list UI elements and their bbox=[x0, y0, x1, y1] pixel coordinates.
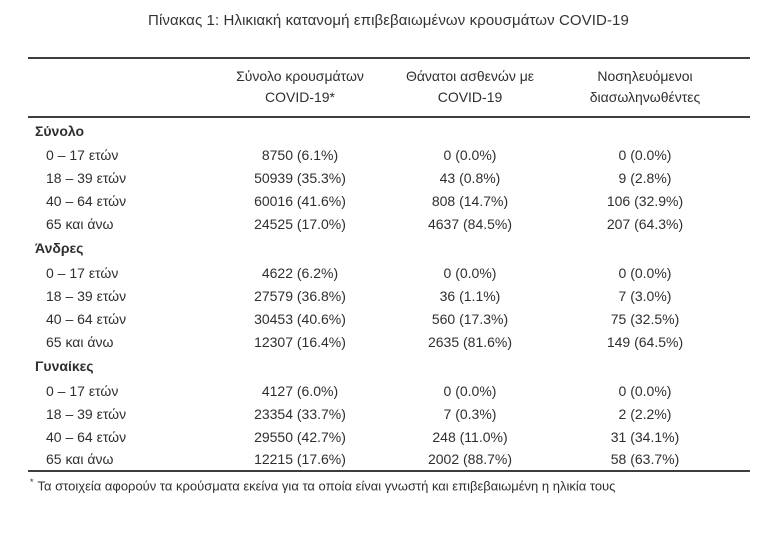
table-row: 65 και άνω 12215 (17.6%) 2002 (88.7%) 58 (6… bbox=[28, 448, 750, 471]
data-table: Σύνολο κρουσμάτων COVID-19* Θάνατοι ασθε… bbox=[28, 57, 750, 472]
covid-age-table: Σύνολο κρουσμάτων COVID-19* Θάνατοι ασθε… bbox=[28, 57, 750, 493]
intubated-cell: 0 (0.0%) bbox=[618, 146, 672, 163]
table-row: 40 – 64 ετών 30453 (40.6%) 560 (17.3%) 75 (… bbox=[28, 307, 750, 330]
intubated-cell: 149 (64.5%) bbox=[606, 333, 684, 350]
cases-cell: 29550 (42.7%) bbox=[254, 428, 346, 445]
intubated-cell: 0 (0.0%) bbox=[618, 264, 672, 281]
table-row: 18 – 39 ετών 27579 (36.8%) 36 (1.1%) 7 (3.0… bbox=[28, 284, 750, 307]
age-cell: 0 – 17 ετών bbox=[46, 264, 119, 281]
cases-cell: 23354 (33.7%) bbox=[254, 405, 346, 422]
section-label: Σύνολο bbox=[35, 122, 85, 139]
deaths-cell: 2635 (81.6%) bbox=[427, 333, 513, 350]
intubated-cell: 9 (2.8%) bbox=[618, 169, 672, 186]
intubated-cell: 7 (3.0%) bbox=[618, 287, 672, 304]
deaths-cell: 2002 (88.7%) bbox=[427, 451, 513, 467]
age-cell: 40 – 64 ετών bbox=[46, 192, 127, 209]
section-header-row: Σύνολο bbox=[28, 117, 750, 143]
deaths-cell: 7 (0.3%) bbox=[443, 405, 497, 422]
cases-cell: 60016 (41.6%) bbox=[254, 192, 346, 209]
table-body: Σύνολο 0 – 17 ετών 8750 (6.1%) 0 (0.0%) 0 (0… bbox=[28, 117, 750, 471]
table-title: Πίνακας 1: Ηλικιακή κατανομή επιβεβαιωμέ… bbox=[148, 12, 629, 29]
footnote-marker: * bbox=[30, 477, 34, 487]
intubated-cell: 207 (64.3%) bbox=[606, 215, 684, 232]
cases-cell: 50939 (35.3%) bbox=[254, 169, 346, 186]
table-row: 0 – 17 ετών 4622 (6.2%) 0 (0.0%) 0 (0.0%) bbox=[28, 261, 750, 284]
section-label: Άνδρες bbox=[35, 240, 84, 256]
intubated-cell: 75 (32.5%) bbox=[610, 310, 680, 327]
age-cell: 65 και άνω bbox=[46, 215, 114, 232]
col-header-intubated-line2: διασωληνωθέντες bbox=[589, 89, 701, 105]
age-cell: 65 και άνω bbox=[46, 451, 114, 467]
col-header-cases: Σύνολο κρουσμάτων COVID-19* bbox=[200, 58, 400, 118]
table-row: 0 – 17 ετών 4127 (6.0%) 0 (0.0%) 0 (0.0%) bbox=[28, 379, 750, 402]
section-header-row: Γυναίκες bbox=[28, 353, 750, 379]
deaths-cell: 0 (0.0%) bbox=[443, 264, 497, 281]
deaths-cell: 0 (0.0%) bbox=[443, 382, 497, 399]
table-row: 0 – 17 ετών 8750 (6.1%) 0 (0.0%) 0 (0.0%) bbox=[28, 143, 750, 166]
cases-cell: 30453 (40.6%) bbox=[254, 310, 346, 327]
deaths-cell: 43 (0.8%) bbox=[439, 169, 501, 186]
deaths-cell: 4637 (84.5%) bbox=[427, 215, 513, 232]
age-cell: 18 – 39 ετών bbox=[46, 405, 127, 422]
intubated-cell: 106 (32.9%) bbox=[606, 192, 684, 209]
deaths-cell: 248 (11.0%) bbox=[432, 428, 508, 445]
table-row: 65 και άνω 24525 (17.0%) 4637 (84.5%) 207 (… bbox=[28, 212, 750, 235]
deaths-cell: 560 (17.3%) bbox=[431, 310, 509, 327]
cases-cell: 8750 (6.1%) bbox=[261, 146, 339, 163]
age-cell: 40 – 64 ετών bbox=[46, 310, 127, 327]
intubated-cell: 0 (0.0%) bbox=[618, 382, 672, 399]
cases-cell: 4127 (6.0%) bbox=[261, 382, 339, 399]
cases-cell: 4622 (6.2%) bbox=[261, 264, 339, 281]
col-header-cases-line1: Σύνολο κρουσμάτων bbox=[236, 68, 364, 84]
cases-cell: 24525 (17.0%) bbox=[254, 215, 346, 232]
col-header-age bbox=[28, 58, 200, 118]
age-cell: 0 – 17 ετών bbox=[46, 382, 119, 399]
col-header-deaths-line2: COVID-19 bbox=[437, 89, 503, 105]
intubated-cell: 31 (34.1%) bbox=[610, 428, 680, 445]
col-header-intubated-line1: Νοσηλευόμενοι bbox=[597, 68, 693, 84]
table-row: 18 – 39 ετών 23354 (33.7%) 7 (0.3%) 2 (2.2%… bbox=[28, 402, 750, 425]
intubated-cell: 58 (63.7%) bbox=[610, 451, 680, 467]
cases-cell: 27579 (36.8%) bbox=[254, 287, 346, 304]
section-header-row: Άνδρες bbox=[28, 235, 750, 261]
intubated-cell: 2 (2.2%) bbox=[618, 405, 672, 422]
cases-cell: 12215 (17.6%) bbox=[254, 451, 346, 467]
age-cell: 65 και άνω bbox=[46, 333, 114, 350]
age-cell: 18 – 39 ετών bbox=[46, 169, 127, 186]
header-row: Σύνολο κρουσμάτων COVID-19* Θάνατοι ασθε… bbox=[28, 58, 750, 118]
table-row: 40 – 64 ετών 60016 (41.6%) 808 (14.7%) 106 … bbox=[28, 189, 750, 212]
footnote-text: Τα στοιχεία αφορούν τα κρούσματα εκείνα … bbox=[37, 478, 616, 494]
table-header: Σύνολο κρουσμάτων COVID-19* Θάνατοι ασθε… bbox=[28, 58, 750, 118]
table-row: 40 – 64 ετών 29550 (42.7%) 248 (11.0%) 31 (… bbox=[28, 425, 750, 448]
col-header-deaths: Θάνατοι ασθενών με COVID-19 bbox=[400, 58, 540, 118]
age-cell: 40 – 64 ετών bbox=[46, 428, 127, 445]
col-header-intubated: Νοσηλευόμενοι διασωληνωθέντες bbox=[540, 58, 750, 118]
deaths-cell: 808 (14.7%) bbox=[431, 192, 509, 209]
table-row: 18 – 39 ετών 50939 (35.3%) 43 (0.8%) 9 (2.8… bbox=[28, 166, 750, 189]
age-cell: 0 – 17 ετών bbox=[46, 146, 119, 163]
cases-cell: 12307 (16.4%) bbox=[254, 333, 346, 350]
col-header-deaths-line1: Θάνατοι ασθενών με bbox=[405, 68, 535, 84]
deaths-cell: 0 (0.0%) bbox=[443, 146, 497, 163]
deaths-cell: 36 (1.1%) bbox=[439, 287, 501, 304]
footnote: * Τα στοιχεία αφορούν τα κρούσματα εκείνα… bbox=[28, 477, 750, 493]
col-header-cases-line2: COVID-19* bbox=[264, 89, 336, 105]
table-row: 65 και άνω 12307 (16.4%) 2635 (81.6%) 149 (… bbox=[28, 330, 750, 353]
age-cell: 18 – 39 ετών bbox=[46, 287, 127, 304]
section-label: Γυναίκες bbox=[35, 358, 94, 374]
